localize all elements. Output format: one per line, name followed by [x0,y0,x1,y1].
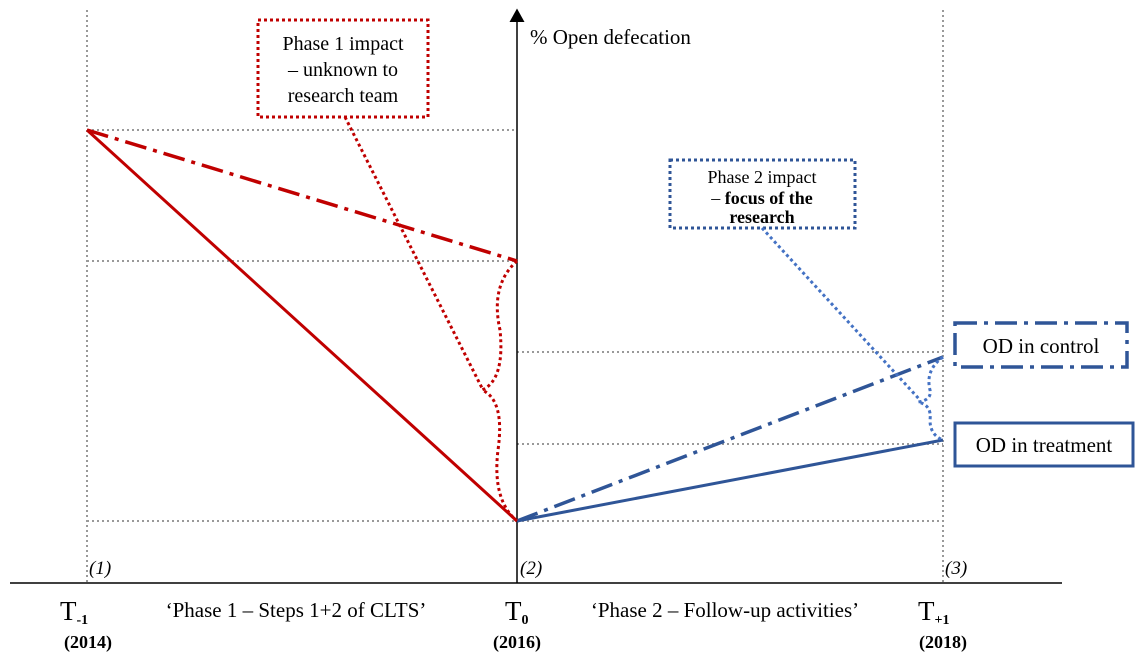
y-axis-label: % Open defecation [530,25,691,49]
legend-label: OD in control [983,334,1100,358]
time-year: (2016) [493,632,541,653]
time-sub: -1 [77,613,89,628]
callout-text: focus of the [725,188,813,208]
callout-text: Phase 1 impact [282,33,404,55]
point-labels: (1) (2) (3) [89,558,967,579]
time-label: T+1 [918,596,949,628]
callout-text: – focus of the [710,188,813,208]
phase1-callout: Phase 1 impact – unknown to research tea… [256,18,519,523]
time-base: T [60,596,77,626]
callout-text: – [710,188,721,208]
callout-text: research team [288,85,399,107]
callout-text: Phase 2 impact [708,167,817,187]
legend: OD in control OD in treatment [953,321,1135,468]
time-base: T [918,596,935,626]
time-labels: T-1 (2014) T0 (2016) T+1 (2018) ‘Phase 1… [60,596,967,653]
callout-text: research [729,207,794,227]
time-year: (2014) [64,632,112,653]
time-base: T [505,596,522,626]
point-label: (1) [89,558,111,579]
time-sub: 0 [522,613,529,628]
guides [86,10,944,583]
phase-label: ‘Phase 1 – Steps 1+2 of CLTS’ [166,598,427,622]
time-year: (2018) [919,632,967,653]
phase-label: ‘Phase 2 – Follow-up activities’ [591,598,859,622]
time-label: T0 [505,596,529,628]
point-label: (2) [520,558,542,579]
trend-lines [85,128,944,523]
time-sub: +1 [935,613,950,628]
point-label: (3) [945,558,967,579]
legend-label: OD in treatment [976,433,1113,457]
time-label: T-1 [60,596,88,628]
phase2-callout: Phase 2 impact – focus of the research [668,158,944,442]
callout-text: – unknown to [287,59,398,81]
